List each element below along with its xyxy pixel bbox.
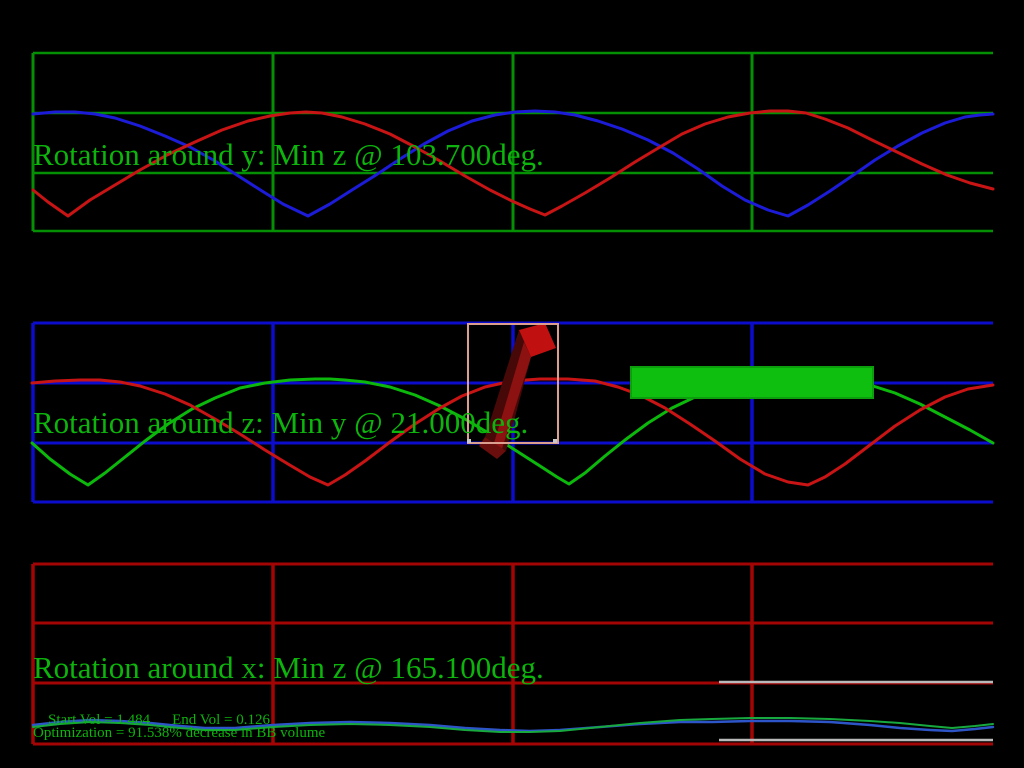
bb-extent-curve-blue-x-rotation	[31, 718, 995, 733]
highlight-box-corner-marker	[467, 439, 471, 443]
bb-extent-curve-red-y-rotation	[31, 109, 995, 218]
volume-stats-label: Start Vol = 1.484 End Vol = 0.126	[33, 698, 270, 743]
rotation-z-title: Rotation around z: Min y @ 21.000deg.	[33, 405, 529, 440]
start-volume-value: Start Vol = 1.484	[48, 712, 151, 728]
initial-bounding-box-3d-face	[519, 323, 556, 357]
rotation-y-title: Rotation around y: Min z @ 103.700deg.	[33, 137, 544, 172]
highlight-box	[467, 323, 559, 444]
end-volume-value: End Vol = 0.126	[172, 712, 271, 728]
optimization-result-label: Optimization = 91.538% decrease in BB vo…	[33, 725, 326, 741]
initial-bounding-box-3d-face	[494, 342, 531, 449]
bb-extent-curve-green-x-rotation	[32, 717, 994, 733]
bb-extent-curve-blue-y-rotation	[31, 109, 995, 218]
optimized-bounding-box	[630, 366, 874, 399]
rotation-around-y-panel	[31, 51, 995, 233]
rotation-x-title: Rotation around x: Min z @ 165.100deg.	[33, 650, 544, 685]
bb-extent-curve-red-z-rotation	[30, 377, 995, 487]
highlight-box-corner-marker	[553, 439, 557, 443]
